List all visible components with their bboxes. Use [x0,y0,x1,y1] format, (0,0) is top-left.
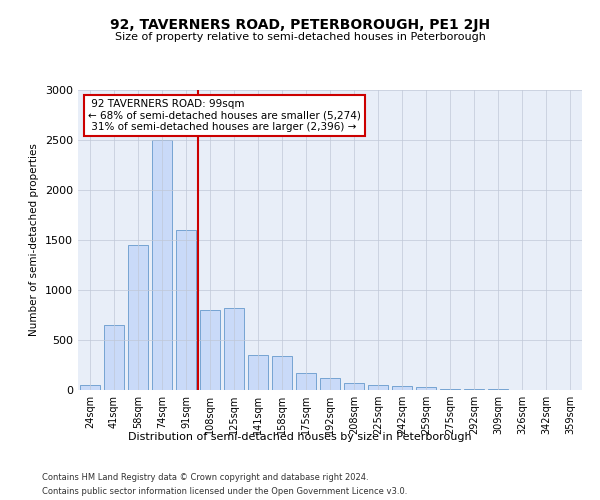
Bar [200,310,220,390]
Bar [296,373,316,390]
Bar [272,356,292,390]
Bar [224,308,244,390]
Bar [128,245,148,390]
Text: 92 TAVERNERS ROAD: 99sqm
← 68% of semi-detached houses are smaller (5,274)
 31% : 92 TAVERNERS ROAD: 99sqm ← 68% of semi-d… [88,99,361,132]
Bar [464,389,484,390]
Bar [368,384,388,390]
Bar [440,388,460,390]
Bar [320,378,340,390]
Bar [344,383,364,390]
Text: Contains HM Land Registry data © Crown copyright and database right 2024.: Contains HM Land Registry data © Crown c… [42,472,368,482]
Text: Contains public sector information licensed under the Open Government Licence v3: Contains public sector information licen… [42,488,407,496]
Bar [104,325,124,390]
Bar [392,386,412,390]
Text: Size of property relative to semi-detached houses in Peterborough: Size of property relative to semi-detach… [115,32,485,42]
Bar [416,387,436,390]
Bar [248,355,268,390]
Y-axis label: Number of semi-detached properties: Number of semi-detached properties [29,144,40,336]
Bar [152,140,172,390]
Text: 92, TAVERNERS ROAD, PETERBOROUGH, PE1 2JH: 92, TAVERNERS ROAD, PETERBOROUGH, PE1 2J… [110,18,490,32]
Bar [488,389,508,390]
Bar [176,230,196,390]
Text: Distribution of semi-detached houses by size in Peterborough: Distribution of semi-detached houses by … [128,432,472,442]
Bar [80,385,100,390]
